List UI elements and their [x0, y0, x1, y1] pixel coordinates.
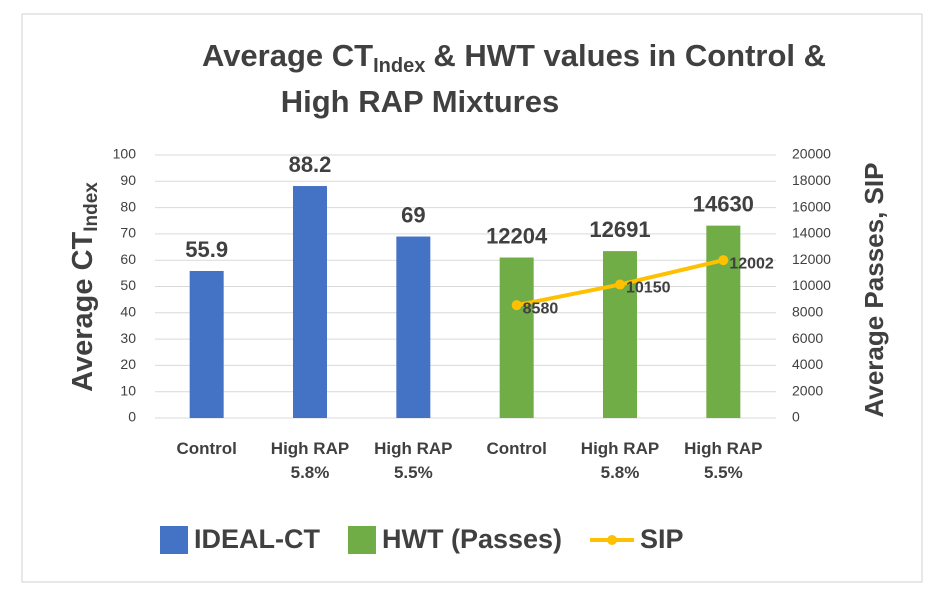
data-label: 14630 [693, 191, 754, 216]
y-tick-label: 30 [120, 330, 136, 346]
y-tick-label: 90 [120, 172, 136, 188]
chart-title: Average CTIndex & HWT values in Control & [202, 38, 826, 77]
legend-swatch [347, 526, 376, 554]
y2-tick-label: 0 [792, 409, 800, 425]
y-tick-label: 70 [120, 225, 136, 241]
data-label: 12691 [589, 217, 650, 242]
data-label: 10150 [626, 280, 671, 297]
y2-tick-label: 4000 [792, 356, 823, 372]
legend-label: SIP [640, 524, 684, 554]
data-label: 88.2 [289, 152, 332, 177]
title-part: & HWT values in Control & [433, 38, 826, 73]
y2-tick-label: 8000 [792, 304, 823, 320]
bar [189, 270, 224, 418]
y2-tick-label: 20000 [792, 146, 831, 162]
y-tick-label: 20 [120, 356, 136, 372]
point [718, 255, 729, 266]
x-tick-label: High RAP 5.5% [374, 439, 453, 482]
y-tick-label: 80 [120, 198, 136, 214]
data-label: 8580 [523, 300, 559, 317]
data-label: 55.9 [185, 237, 228, 262]
y2-tick-label: 10000 [792, 277, 831, 293]
bar [396, 236, 431, 418]
title-part: Average CT [202, 38, 373, 73]
legend-label: HWT (Passes) [382, 524, 562, 554]
y-tick-label: 40 [120, 304, 136, 320]
x-tick-label: Control [176, 439, 237, 458]
x-tick-label: High RAP 5.8% [580, 439, 660, 482]
y-tick-label: 0 [128, 409, 136, 425]
y-tick-label: 50 [120, 277, 136, 293]
x-tick-label: High RAP 5.8% [270, 439, 350, 482]
legend-swatch [607, 535, 618, 545]
x-tick-label: Control [486, 439, 547, 458]
y-label-part: Average CT [67, 231, 99, 391]
y-tick-label: 10 [120, 382, 136, 398]
y2-axis-label: Average Passes, SIP [859, 163, 889, 418]
y2-tick-label: 12000 [792, 251, 831, 267]
y-tick-label: 60 [120, 251, 136, 267]
data-label: 12204 [486, 223, 548, 248]
y-axis-label: Average CTIndex [67, 182, 102, 392]
legend-label: IDEAL-CT [194, 524, 320, 554]
y2-tick-label: 14000 [792, 225, 831, 241]
y2-tick-label: 16000 [792, 198, 831, 214]
chart-border [21, 13, 923, 583]
title-subscript: Index [373, 55, 425, 77]
point [511, 300, 522, 311]
bar [499, 257, 534, 418]
data-label: 69 [401, 202, 425, 227]
y-label-subscript: Index [81, 182, 102, 232]
bar [603, 251, 637, 418]
x-tick-label: High RAP 5.5% [684, 439, 763, 482]
y2-tick-label: 18000 [792, 172, 831, 188]
chart-title: High RAP Mixtures [281, 84, 559, 119]
bar [293, 186, 327, 418]
y-tick-label: 100 [113, 146, 137, 162]
point [615, 279, 625, 290]
y2-tick-label: 2000 [792, 382, 823, 398]
data-label: 12002 [729, 255, 774, 272]
legend-swatch [160, 526, 188, 554]
y2-tick-label: 6000 [792, 330, 823, 346]
